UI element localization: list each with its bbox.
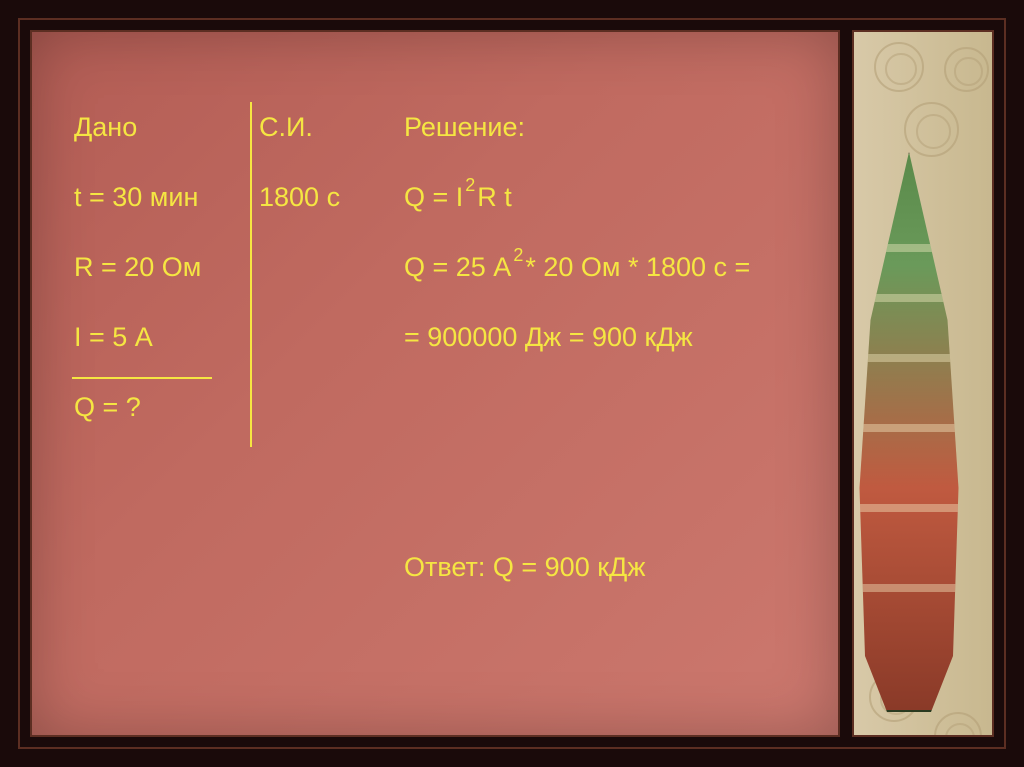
solution-header: Решение: — [404, 92, 808, 162]
given-line: Q = ? — [74, 372, 259, 442]
si-header: С.И. — [259, 92, 404, 162]
given-header: Дано — [74, 92, 259, 162]
decorative-panel — [852, 30, 994, 737]
formula-suffix: R t — [477, 182, 512, 213]
solution-formula: Q = I 2 R t — [404, 162, 808, 232]
si-line: 1800 с — [259, 162, 404, 232]
given-line: R = 20 Ом — [74, 232, 259, 302]
decorative-tree — [852, 152, 994, 732]
calc-suffix: * 20 Ом * 1800 с = — [525, 252, 750, 283]
solution-result: = 900000 Дж = 900 кДж — [404, 302, 808, 372]
si-column: С.И. 1800 с — [259, 92, 404, 442]
given-line: I = 5 А — [74, 302, 259, 372]
solution-calc: Q = 25 А 2 * 20 Ом * 1800 с = — [404, 232, 808, 302]
given-line: t = 30 мин — [74, 162, 259, 232]
solution-column: Решение: Q = I 2 R t Q = 25 А 2 * 20 Ом … — [404, 92, 808, 442]
calc-exponent: 2 — [513, 245, 523, 266]
given-column: Дано t = 30 мин R = 20 Ом I = 5 А Q = ? — [74, 92, 259, 442]
formula-prefix: Q = I — [404, 182, 463, 213]
slide-content: Дано t = 30 мин R = 20 Ом I = 5 А Q = ? … — [30, 30, 840, 737]
answer-line: Ответ: Q = 900 кДж — [404, 552, 808, 583]
calc-prefix: Q = 25 А — [404, 252, 511, 283]
formula-exponent: 2 — [465, 175, 475, 196]
problem-columns: Дано t = 30 мин R = 20 Ом I = 5 А Q = ? … — [74, 92, 808, 442]
